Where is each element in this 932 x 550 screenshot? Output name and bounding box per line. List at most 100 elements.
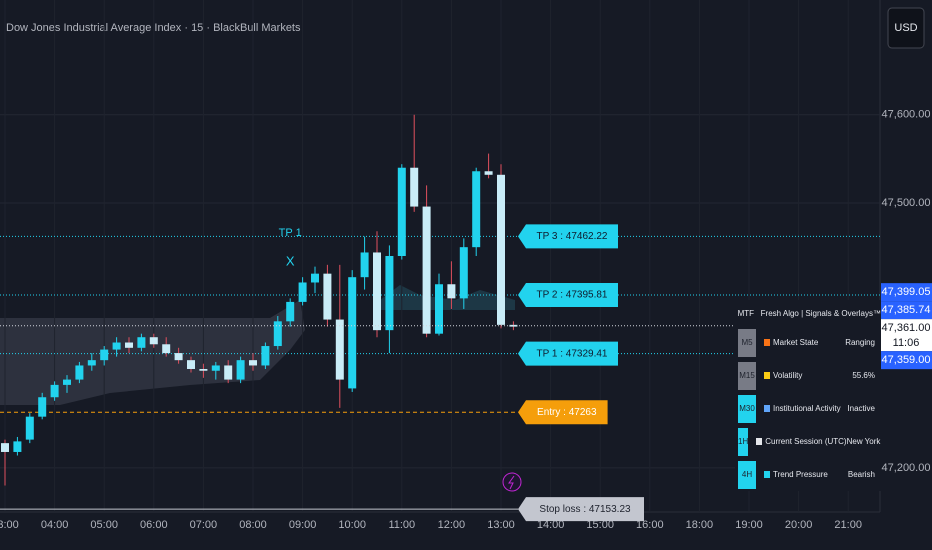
candle-body (435, 284, 443, 334)
candle-body (410, 167, 419, 207)
candle-body (174, 353, 183, 361)
price-label-box (881, 351, 932, 370)
metric-cell: Institutional Activity (756, 404, 847, 413)
level-label-box (518, 341, 618, 366)
x-tick-label: 15:00 (586, 519, 614, 531)
candle-body (63, 379, 71, 385)
x-tick-label: 08:00 (239, 519, 267, 531)
cloud-band (380, 285, 515, 310)
x-tick-label: 18:00 (686, 519, 714, 531)
candle-body (311, 273, 319, 283)
candle-body (25, 416, 34, 440)
metric-icon (764, 471, 770, 479)
annotation: TP 1 (279, 227, 302, 239)
metric-label: Trend Pressure (773, 470, 828, 479)
x-tick-label: 19:00 (735, 519, 763, 531)
table-row: 4H Trend Pressure Bearish (735, 458, 881, 491)
level-label-box (518, 497, 644, 522)
x-tick-label: 06:00 (140, 519, 168, 531)
candle-body (497, 174, 505, 325)
table-row: M5 Market State Ranging (735, 326, 881, 359)
x-tick-label: 21:00 (834, 519, 862, 531)
candle-body (50, 384, 59, 398)
candle-body (261, 346, 270, 366)
candle-body (149, 337, 158, 345)
metric-cell: Current Session (UTC) (748, 437, 847, 446)
table-header: MTF Fresh Algo | Signals & Overlays™ (735, 300, 881, 326)
metric-value: Inactive (847, 404, 875, 413)
currency-button[interactable] (887, 7, 925, 49)
candle-body (137, 337, 146, 348)
y-tick-label: 47,500.00 (882, 197, 931, 209)
x-tick-label: 13:00 (487, 519, 515, 531)
metric-value: 55.6% (852, 371, 875, 380)
metric-label: Institutional Activity (773, 404, 841, 413)
candle-body (459, 247, 468, 299)
candle-body (397, 167, 406, 256)
metric-cell: Volatility (756, 371, 852, 380)
metric-icon (764, 405, 770, 413)
candle-body (286, 301, 295, 322)
x-tick-label: 16:00 (636, 519, 664, 531)
candle-body (75, 365, 84, 380)
price-label: 47,399.05 (882, 286, 931, 298)
level-label: TP 3 : 47462.22 (537, 231, 608, 242)
candle-body (100, 349, 109, 361)
candle-body (162, 344, 171, 354)
level-label: TP 1 : 47329.41 (537, 348, 608, 359)
candle-body (335, 319, 344, 380)
x-tick-label: 09:00 (289, 519, 317, 531)
metric-label: Volatility (773, 371, 803, 380)
price-label-box (881, 319, 932, 352)
candle-body (1, 443, 9, 452)
candle-body (125, 342, 133, 348)
candle-body (112, 342, 121, 350)
x-tick-label: 03:00 (0, 519, 19, 531)
timeframe-cell: M30 (738, 394, 756, 423)
stop-icon (508, 475, 515, 490)
metric-label: Current Session (UTC) (765, 437, 847, 446)
level-label-box (518, 283, 618, 308)
stop-icon (502, 472, 522, 492)
candle-body (187, 360, 195, 369)
metric-icon (764, 339, 770, 347)
candle-body (484, 171, 493, 175)
candle-body (348, 277, 357, 389)
x-tick-label: 12:00 (438, 519, 466, 531)
timeframe-cell: 4H (738, 460, 756, 489)
price-label: 47,359.00 (882, 354, 931, 366)
candle-body (224, 365, 233, 380)
table-row: M30 Institutional Activity Inactive (735, 392, 881, 425)
x-tick-label: 14:00 (537, 519, 565, 531)
x-tick-label: 11:00 (388, 519, 415, 531)
price-label: 47,361.00 (882, 322, 931, 334)
candle-body (422, 206, 431, 334)
table-header-cell: Fresh Algo | Signals & Overlays™ (760, 308, 881, 318)
candle-body (323, 273, 332, 320)
table-header-cell: MTF (737, 308, 755, 318)
currency-label[interactable]: USD (894, 22, 917, 34)
x-tick-label: 07:00 (190, 519, 218, 531)
metric-cell: Market State (756, 338, 845, 347)
level-label-box (518, 224, 618, 249)
timeframe-cell: 1H (738, 427, 749, 456)
metric-value: New York (846, 437, 881, 446)
x-tick-label: 10:00 (338, 519, 366, 531)
y-tick-label: 47,600.00 (882, 109, 931, 121)
info-table: MTF Fresh Algo | Signals & Overlays™ M5 M… (735, 300, 881, 491)
table-row: M15 Volatility 55.6% (735, 359, 881, 392)
candle-body (373, 252, 381, 331)
x-tick-label: 05:00 (90, 519, 118, 531)
candle-body (472, 171, 481, 248)
annotation-marker: X (286, 253, 295, 268)
table-row: 1H Current Session (UTC) New York (735, 425, 881, 458)
candle-body (38, 397, 47, 417)
x-tick-label: 20:00 (785, 519, 813, 531)
price-label-box (881, 283, 932, 302)
level-label: Stop loss : 47153.23 (539, 504, 631, 515)
candle-body (236, 360, 245, 380)
metric-value: Ranging (845, 338, 875, 347)
candle-body (13, 441, 22, 452)
